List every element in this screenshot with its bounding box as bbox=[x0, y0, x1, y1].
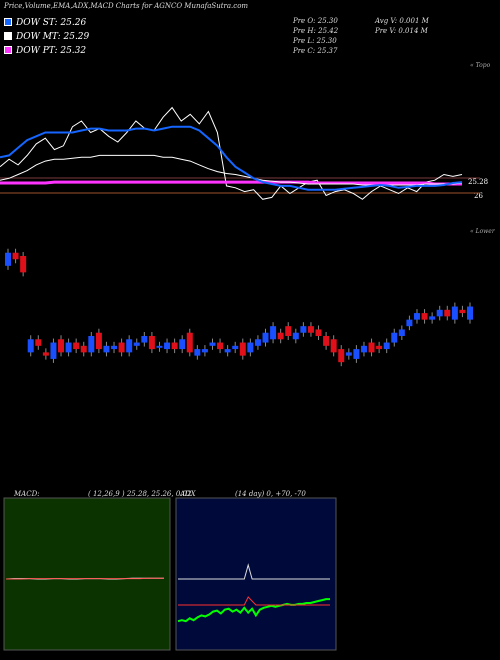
candle-body bbox=[429, 316, 436, 320]
legend-swatch-pt bbox=[4, 46, 12, 54]
candle-body bbox=[111, 345, 118, 350]
candle-body bbox=[285, 326, 292, 336]
candle-body bbox=[141, 336, 148, 343]
candle-body bbox=[179, 339, 186, 350]
adx-line-plusminus-di bbox=[177, 598, 330, 623]
candle-body bbox=[307, 326, 314, 333]
legend-swatch-mt bbox=[4, 32, 12, 40]
candle-body bbox=[315, 329, 322, 336]
candle-body bbox=[436, 309, 443, 317]
adx-panel bbox=[175, 497, 337, 651]
prev-close: Pre C: 25.37 bbox=[293, 47, 338, 55]
topo-marker: « Topo bbox=[470, 62, 491, 69]
candle-body bbox=[65, 342, 72, 353]
legend-label-pt: DOW PT: 25.32 bbox=[16, 46, 87, 56]
legend-dow-st: DOW ST: 25.26 bbox=[4, 18, 86, 28]
candle-body bbox=[413, 313, 420, 320]
candle-body bbox=[300, 326, 307, 333]
candle-body bbox=[345, 352, 352, 356]
macd-panel bbox=[3, 497, 171, 651]
candle-body bbox=[95, 332, 102, 350]
candle-body bbox=[391, 332, 398, 343]
candle-body bbox=[133, 342, 140, 346]
legend-dow-mt: DOW MT: 25.29 bbox=[4, 32, 89, 42]
candle-body bbox=[5, 252, 11, 266]
candle-body bbox=[232, 345, 239, 350]
candle-body bbox=[360, 345, 367, 353]
candle-body bbox=[73, 342, 80, 350]
prev-open: Pre O: 25.30 bbox=[293, 17, 338, 25]
candle-body bbox=[42, 352, 49, 356]
candle-body bbox=[406, 319, 413, 327]
candle-body bbox=[421, 313, 428, 320]
candle-body bbox=[201, 349, 208, 353]
macd-params: ( 12,26,9 ) 25.28, 25.26, 0.02 bbox=[88, 490, 192, 498]
candle-body bbox=[368, 342, 375, 353]
series-line-dow-mt bbox=[0, 154, 463, 186]
macd-line-signal bbox=[6, 577, 164, 580]
candle-body bbox=[292, 332, 299, 340]
candle-body bbox=[103, 345, 110, 353]
lower-marker: « Lower bbox=[470, 228, 495, 235]
candle-body bbox=[277, 332, 284, 340]
candle-body bbox=[330, 339, 337, 353]
chart-title: Price,Volume,EMA,ADX,MACD Charts for AGN… bbox=[4, 2, 249, 10]
adx-params: (14 day) 0, +70, -70 bbox=[235, 490, 306, 498]
candle-body bbox=[194, 349, 201, 356]
candle-body bbox=[50, 342, 57, 359]
candle-body bbox=[451, 306, 458, 320]
prev-low: Pre L: 25.30 bbox=[293, 37, 337, 45]
candle-body bbox=[156, 345, 163, 348]
candle-body bbox=[58, 339, 65, 353]
adx-line-minus-di bbox=[178, 596, 330, 606]
prev-high: Pre H: 25.42 bbox=[293, 27, 339, 35]
candle-body bbox=[353, 349, 360, 359]
legend-dow-pt: DOW PT: 25.32 bbox=[4, 46, 86, 56]
legend-label-st: DOW ST: 25.26 bbox=[16, 18, 87, 28]
candle-body bbox=[254, 339, 261, 346]
legend-swatch-st bbox=[4, 18, 12, 26]
candle-body bbox=[383, 342, 390, 350]
candle-body bbox=[118, 342, 125, 353]
adx-line-adx bbox=[178, 563, 330, 580]
avg-volume: Avg V: 0.001 M bbox=[375, 17, 429, 25]
candle-body bbox=[262, 332, 269, 343]
series-line-price bbox=[0, 106, 463, 200]
candle-body bbox=[171, 342, 178, 350]
candle-body bbox=[239, 342, 246, 356]
candle-body bbox=[186, 332, 193, 353]
candle-body bbox=[224, 349, 231, 353]
candle-body bbox=[270, 326, 277, 340]
macd-title: MACD: bbox=[14, 490, 40, 498]
legend-label-mt: DOW MT: 25.29 bbox=[16, 32, 90, 42]
candle-body bbox=[217, 342, 224, 350]
candle-body bbox=[27, 339, 34, 353]
prev-volume: Pre V: 0.014 M bbox=[375, 27, 428, 35]
candle-body bbox=[35, 339, 42, 346]
candle-body bbox=[398, 329, 405, 336]
candle-body bbox=[209, 342, 216, 346]
candle-body bbox=[164, 342, 171, 350]
candle-body bbox=[88, 336, 95, 353]
candle-body bbox=[12, 252, 19, 260]
candle-body bbox=[126, 339, 133, 353]
candle-body bbox=[20, 256, 27, 273]
price-label-a: 25.28 bbox=[468, 178, 489, 186]
candle-body bbox=[247, 342, 254, 353]
candle-body bbox=[338, 349, 345, 363]
candle-body bbox=[459, 309, 466, 314]
candle-body bbox=[467, 306, 473, 320]
adx-title: ADX bbox=[180, 490, 196, 498]
candle-body bbox=[80, 345, 87, 353]
price-label-b: 26 bbox=[474, 192, 483, 200]
candle-body bbox=[148, 336, 155, 350]
series-line-dow-st bbox=[0, 125, 463, 191]
series-line-dow-pt bbox=[0, 180, 462, 186]
candle-body bbox=[444, 309, 451, 317]
candle-body bbox=[323, 336, 330, 346]
candle-body bbox=[376, 345, 383, 350]
